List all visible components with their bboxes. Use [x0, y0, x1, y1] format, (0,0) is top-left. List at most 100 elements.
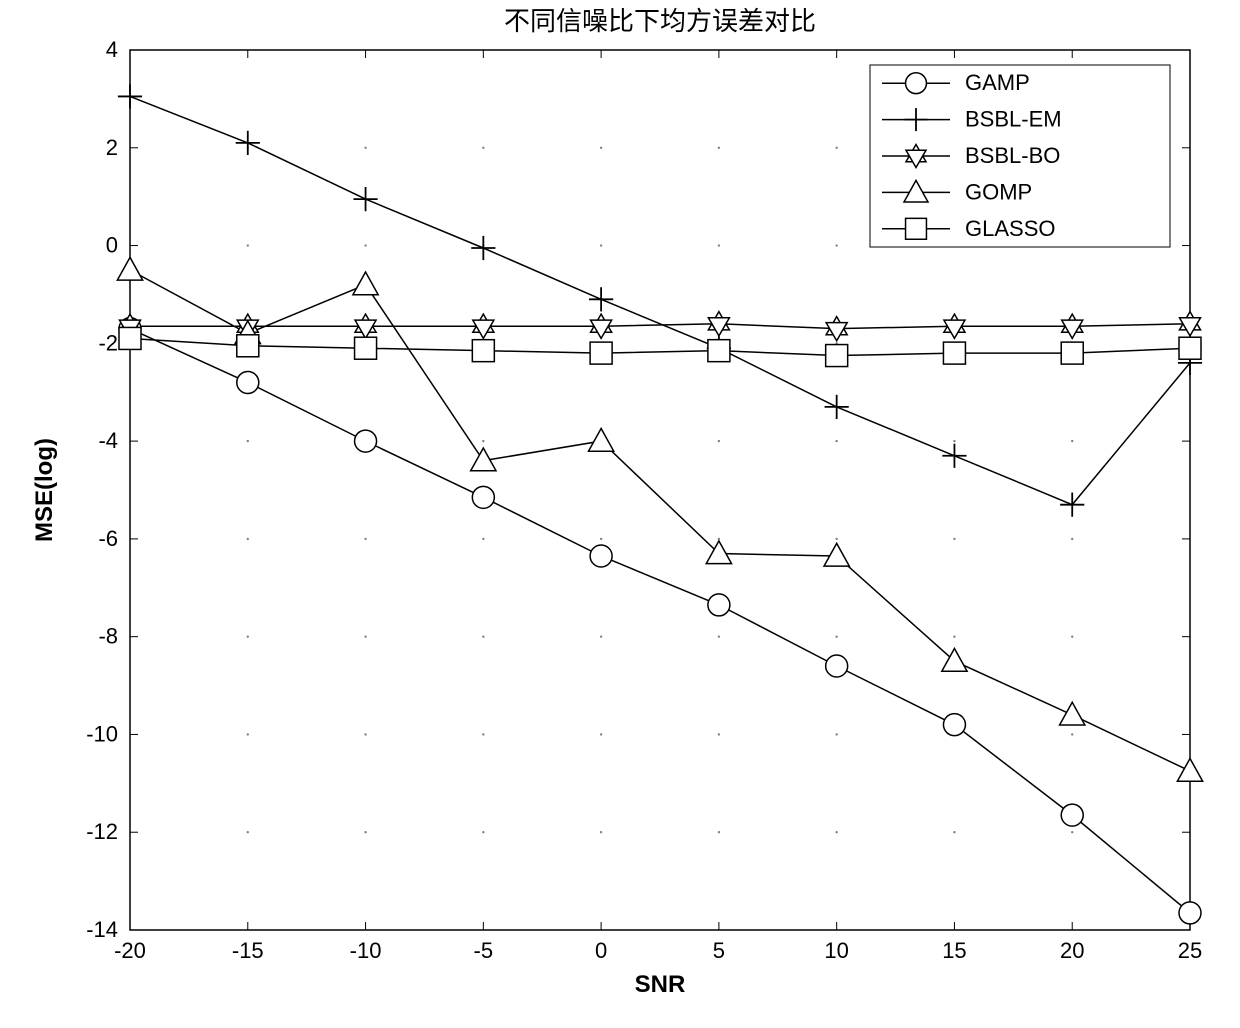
grid-dot [364, 733, 366, 735]
grid-dot [600, 733, 602, 735]
y-tick-label: -4 [98, 428, 118, 453]
marker-square [237, 335, 259, 357]
y-tick-label: -2 [98, 330, 118, 355]
y-tick-label: 0 [106, 233, 118, 258]
grid-dot [247, 440, 249, 442]
grid-dot [718, 440, 720, 442]
grid-dot [835, 733, 837, 735]
chart-title: 不同信噪比下均方误差对比 [504, 6, 816, 36]
grid-dot [718, 147, 720, 149]
grid-dot [364, 538, 366, 540]
series-line-gomp [130, 270, 1190, 771]
y-tick-label: -10 [86, 721, 118, 746]
marker-triangle [117, 257, 142, 280]
marker-circle [1179, 902, 1201, 924]
chart-svg: -20-15-10-50510152025-14-12-10-8-6-4-202… [0, 0, 1240, 1028]
y-tick-label: -12 [86, 819, 118, 844]
grid-dot [600, 538, 602, 540]
marker-triangle [824, 543, 849, 566]
grid-dot [1071, 831, 1073, 833]
marker-circle [237, 371, 259, 393]
grid-dot [953, 440, 955, 442]
marker-triangle [588, 428, 613, 451]
grid-dot [247, 244, 249, 246]
grid-dot [718, 733, 720, 735]
x-tick-label: -5 [474, 938, 494, 963]
marker-circle [906, 73, 927, 94]
grid-dot [953, 538, 955, 540]
legend-label: GAMP [965, 70, 1030, 95]
marker-circle [943, 714, 965, 736]
marker-circle [590, 545, 612, 567]
series-line-gamp [130, 329, 1190, 913]
x-tick-label: -15 [232, 938, 264, 963]
marker-circle [826, 655, 848, 677]
marker-triangle [353, 272, 378, 295]
grid-dot [953, 635, 955, 637]
grid-dot [835, 440, 837, 442]
x-tick-label: 20 [1060, 938, 1084, 963]
grid-dot [364, 635, 366, 637]
y-tick-label: -14 [86, 917, 118, 942]
series-line-glasso [130, 338, 1190, 355]
y-tick-label: -8 [98, 624, 118, 649]
marker-square [943, 342, 965, 364]
grid-dot [600, 635, 602, 637]
marker-square [590, 342, 612, 364]
grid-dot [482, 831, 484, 833]
x-tick-label: 0 [595, 938, 607, 963]
grid-dot [1071, 635, 1073, 637]
grid-dot [247, 831, 249, 833]
grid-dot [364, 244, 366, 246]
grid-dot [364, 147, 366, 149]
marker-square [119, 327, 141, 349]
y-tick-label: -6 [98, 526, 118, 551]
grid-dot [1071, 440, 1073, 442]
y-tick-label: 4 [106, 37, 118, 62]
y-tick-label: 2 [106, 135, 118, 160]
grid-dot [718, 831, 720, 833]
legend-label: GOMP [965, 179, 1032, 204]
grid-dot [482, 635, 484, 637]
marker-square [1061, 342, 1083, 364]
x-tick-label: -10 [350, 938, 382, 963]
marker-triangle [1060, 702, 1085, 725]
x-tick-label: 15 [942, 938, 966, 963]
grid-dot [1071, 733, 1073, 735]
grid-dot [835, 831, 837, 833]
grid-dot [718, 244, 720, 246]
grid-dot [600, 831, 602, 833]
marker-square [826, 345, 848, 367]
legend-label: GLASSO [965, 216, 1055, 241]
grid-dot [835, 538, 837, 540]
grid-dot [482, 440, 484, 442]
chart-container: -20-15-10-50510152025-14-12-10-8-6-4-202… [0, 0, 1240, 1028]
x-tick-label: -20 [114, 938, 146, 963]
grid-dot [835, 244, 837, 246]
marker-circle [708, 594, 730, 616]
grid-dot [835, 147, 837, 149]
grid-dot [247, 538, 249, 540]
marker-triangle [1177, 758, 1202, 781]
grid-dot [482, 147, 484, 149]
marker-square [708, 340, 730, 362]
grid-dot [718, 635, 720, 637]
marker-square [355, 337, 377, 359]
x-axis-label: SNR [635, 971, 686, 998]
marker-circle [1061, 804, 1083, 826]
grid-dot [835, 635, 837, 637]
grid-dot [364, 831, 366, 833]
grid-dot [600, 244, 602, 246]
marker-circle [355, 430, 377, 452]
legend-label: BSBL-EM [965, 107, 1062, 132]
x-tick-label: 10 [824, 938, 848, 963]
x-tick-label: 5 [713, 938, 725, 963]
grid-dot [247, 635, 249, 637]
marker-square [472, 340, 494, 362]
marker-triangle [942, 648, 967, 671]
x-tick-label: 25 [1178, 938, 1202, 963]
grid-dot [953, 831, 955, 833]
grid-dot [482, 538, 484, 540]
grid-dot [482, 733, 484, 735]
grid-dot [600, 147, 602, 149]
